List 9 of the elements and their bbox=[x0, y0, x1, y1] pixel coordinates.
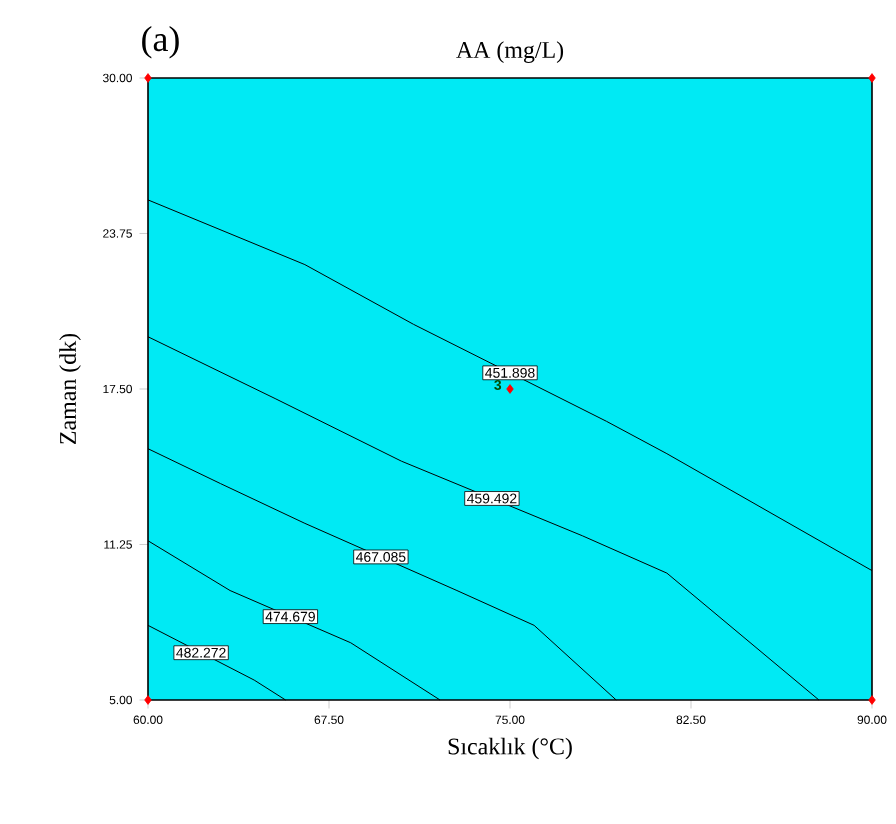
point bbox=[144, 695, 152, 705]
chart-title: AA (mg/L) bbox=[456, 41, 564, 63]
x-axis-title: Sıcaklık (°C) bbox=[448, 737, 572, 760]
y-axis-title: Zaman (dk) bbox=[59, 333, 81, 444]
point bbox=[868, 695, 876, 705]
point bbox=[506, 384, 514, 394]
point bbox=[868, 73, 876, 83]
text: (a) bbox=[142, 25, 179, 59]
point bbox=[144, 73, 152, 83]
